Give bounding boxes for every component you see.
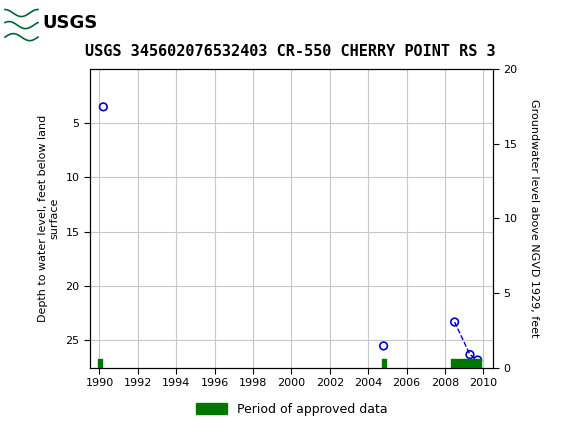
Point	[465, 351, 474, 358]
Text: USGS: USGS	[42, 14, 97, 32]
Point	[473, 356, 483, 363]
Bar	[4, 3, 82, 42]
Point	[450, 319, 459, 326]
Point	[99, 103, 108, 110]
Legend: Period of approved data: Period of approved data	[190, 398, 393, 421]
Text: USGS 345602076532403 CR-550 CHERRY POINT RS 3: USGS 345602076532403 CR-550 CHERRY POINT…	[85, 44, 495, 59]
Y-axis label: Groundwater level above NGVD 1929, feet: Groundwater level above NGVD 1929, feet	[528, 99, 539, 338]
Point	[379, 342, 388, 349]
Y-axis label: Depth to water level, feet below land
surface: Depth to water level, feet below land su…	[38, 115, 60, 322]
